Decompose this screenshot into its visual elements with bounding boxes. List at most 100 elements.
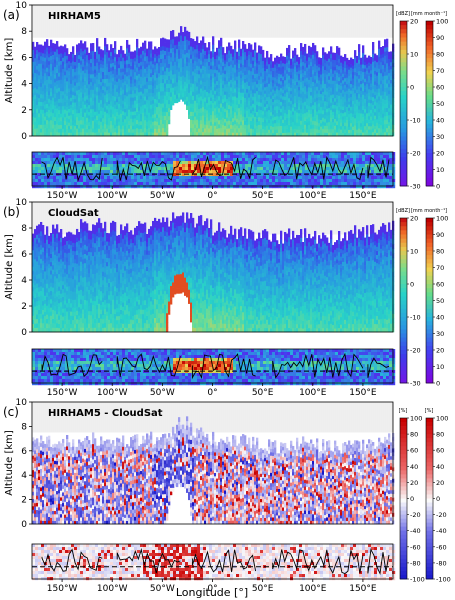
heatmap-cell <box>164 75 167 80</box>
heatmap-cell <box>376 58 379 63</box>
heatmap-cell <box>346 93 349 98</box>
heatmap-cell <box>256 73 259 78</box>
heatmap-cell <box>108 71 111 76</box>
heatmap-cell <box>316 97 319 101</box>
heatmap-cell <box>284 70 287 74</box>
heatmap-cell <box>140 91 143 96</box>
heatmap-cell <box>330 109 333 114</box>
heatmap-cell <box>164 38 167 43</box>
map-cell <box>65 158 69 162</box>
heatmap-cell <box>132 107 135 112</box>
heatmap-cell <box>106 67 109 72</box>
heatmap-cell <box>390 107 393 112</box>
heatmap-cell <box>80 52 83 57</box>
heatmap-cell <box>226 80 229 85</box>
heatmap-cell <box>180 67 183 73</box>
map-cell <box>107 161 111 165</box>
heatmap-cell <box>170 79 173 84</box>
heatmap-cell <box>50 111 53 117</box>
heatmap-cell <box>364 91 367 96</box>
heatmap-cell <box>136 79 139 84</box>
heatmap-cell <box>212 127 215 133</box>
heatmap-cell <box>66 114 69 119</box>
heatmap-cell <box>228 97 231 102</box>
heatmap-cell <box>366 77 369 81</box>
heatmap-cell <box>246 48 249 53</box>
map-cell <box>116 155 120 159</box>
heatmap-cell <box>348 66 351 70</box>
heatmap-cell <box>360 70 363 75</box>
heatmap-cell <box>380 128 383 133</box>
heatmap-cell <box>146 110 149 115</box>
heatmap-cell <box>86 91 89 96</box>
heatmap-cell <box>104 82 107 88</box>
heatmap-cell <box>38 74 41 80</box>
heatmap-cell <box>346 119 349 124</box>
heatmap-cell <box>60 87 63 92</box>
heatmap-cell <box>230 124 233 129</box>
heatmap-cell <box>156 81 159 86</box>
map-cell <box>143 158 147 162</box>
map-cell <box>128 182 132 186</box>
heatmap-cell <box>232 88 235 93</box>
heatmap-cell <box>166 95 169 101</box>
heatmap-cell <box>318 83 321 88</box>
heatmap-cell <box>366 70 369 75</box>
heatmap-cell <box>332 104 335 109</box>
heatmap-cell <box>204 128 207 133</box>
heatmap-cell <box>244 90 247 95</box>
heatmap-cell <box>90 105 93 110</box>
map-cell <box>35 176 39 180</box>
heatmap-cell <box>270 64 273 69</box>
heatmap-cell <box>100 107 103 111</box>
heatmap-cell <box>298 89 301 94</box>
heatmap-cell <box>174 94 177 100</box>
heatmap-cell <box>360 67 363 72</box>
heatmap-cell <box>218 64 221 69</box>
heatmap-cell <box>40 109 43 114</box>
heatmap-cell <box>242 80 245 85</box>
heatmap-cell <box>184 26 187 32</box>
heatmap-cell <box>388 132 391 137</box>
heatmap-cell <box>58 50 61 55</box>
map-cell <box>128 158 132 162</box>
heatmap-cell <box>66 48 69 53</box>
heatmap-cell <box>74 115 77 120</box>
heatmap-cell <box>356 69 359 73</box>
map-cell <box>44 182 48 186</box>
heatmap-cell <box>346 90 349 94</box>
heatmap-cell <box>162 49 165 55</box>
heatmap-cell <box>386 91 389 96</box>
heatmap-cell <box>176 36 179 41</box>
map-cell <box>107 179 111 183</box>
heatmap-cell <box>330 53 333 58</box>
heatmap-cell <box>152 132 155 137</box>
heatmap-cell <box>372 116 375 121</box>
heatmap-cell <box>146 48 149 53</box>
heatmap-cell <box>216 110 219 115</box>
heatmap-cell <box>122 96 125 101</box>
heatmap-cell <box>98 106 101 111</box>
map-cell <box>104 161 108 165</box>
heatmap-cell <box>160 83 163 88</box>
heatmap-cell <box>152 71 155 76</box>
heatmap-cell <box>254 50 257 55</box>
heatmap-cell <box>188 88 191 93</box>
heatmap-cell <box>238 63 241 68</box>
map-cell <box>35 158 39 162</box>
heatmap-cell <box>238 59 241 64</box>
heatmap-cell <box>234 68 237 73</box>
heatmap-cell <box>210 104 213 109</box>
heatmap-cell <box>44 100 47 105</box>
heatmap-cell <box>96 95 99 100</box>
heatmap-cell <box>334 125 337 130</box>
heatmap-cell <box>154 121 157 126</box>
heatmap-cell <box>198 73 201 79</box>
heatmap-cell <box>242 116 245 121</box>
heatmap-cell <box>136 107 139 113</box>
heatmap-cell <box>250 59 253 64</box>
heatmap-cell <box>324 94 327 98</box>
heatmap-cell <box>190 66 193 72</box>
map-cell <box>65 170 69 174</box>
heatmap-cell <box>198 81 201 86</box>
